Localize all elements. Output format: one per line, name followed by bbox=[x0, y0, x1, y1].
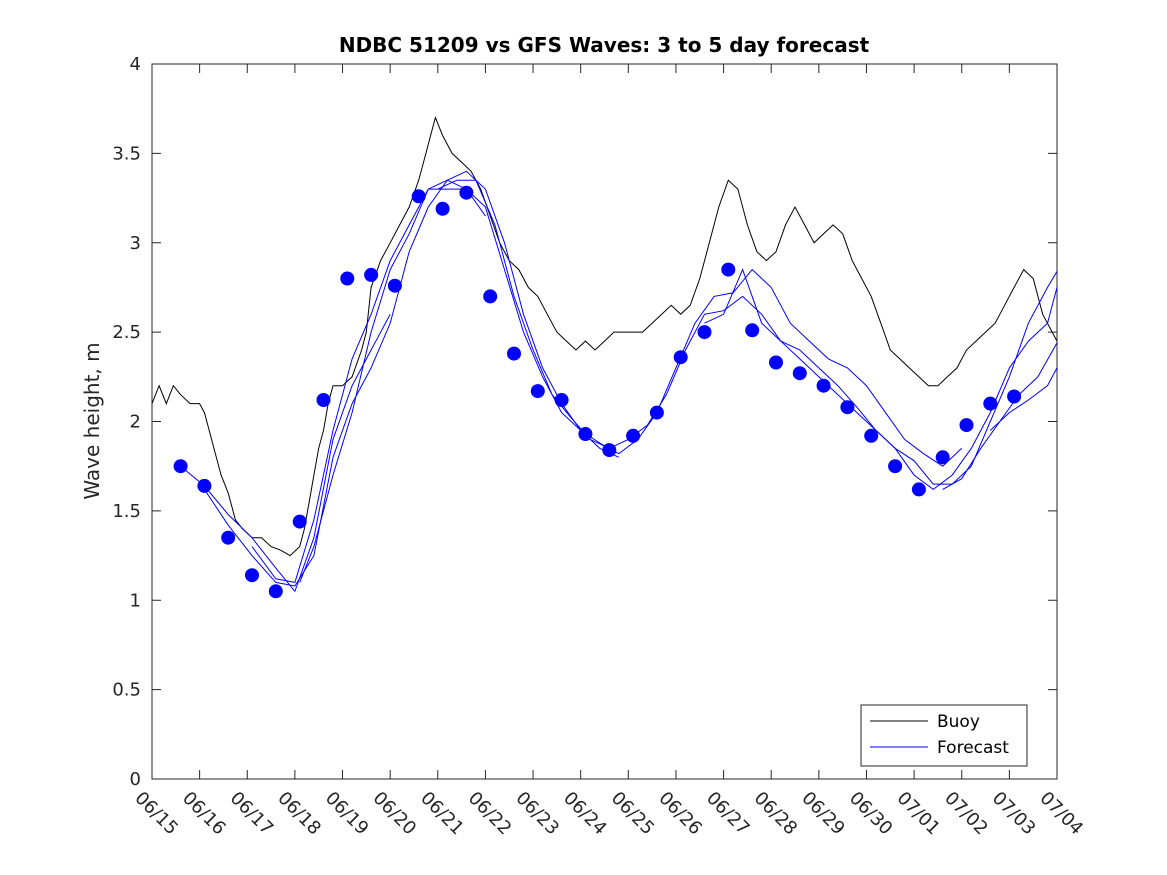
forecast-point bbox=[888, 459, 903, 474]
y-tick-label: 4 bbox=[130, 54, 141, 75]
forecast-point bbox=[649, 405, 664, 420]
forecast-point bbox=[697, 325, 712, 340]
y-tick-label: 3 bbox=[130, 233, 141, 254]
forecast-point bbox=[340, 271, 355, 286]
legend-box bbox=[860, 704, 1028, 767]
x-tick-label: 06/21 bbox=[416, 788, 468, 840]
forecast-line bbox=[251, 188, 620, 583]
forecast-point bbox=[864, 428, 879, 443]
forecast-point bbox=[316, 393, 331, 407]
x-tick-label: 06/19 bbox=[321, 788, 373, 840]
forecast-point bbox=[292, 514, 307, 529]
forecast-point bbox=[364, 267, 379, 282]
x-tick-label: 06/28 bbox=[750, 788, 802, 840]
forecast-point bbox=[1007, 389, 1022, 404]
x-tick-label: 07/04 bbox=[1035, 788, 1087, 840]
forecast-point bbox=[507, 346, 521, 361]
legend: Buoy Forecast bbox=[860, 704, 1028, 767]
forecast-point bbox=[268, 584, 283, 599]
x-tick-label: 06/27 bbox=[702, 788, 754, 840]
forecast-point bbox=[459, 185, 474, 200]
y-tick-label: 1.5 bbox=[112, 501, 141, 522]
forecast-point bbox=[673, 350, 688, 365]
forecast-point bbox=[626, 428, 641, 443]
forecast-line bbox=[299, 170, 963, 583]
chart-title: NDBC 51209 vs GFS Waves: 3 to 5 day fore… bbox=[339, 33, 870, 57]
forecast-point bbox=[173, 459, 188, 474]
x-tick-label: 06/29 bbox=[797, 788, 849, 840]
axes-box bbox=[151, 63, 1058, 780]
y-axis-label: Wave height, m bbox=[80, 342, 104, 499]
buoy-line bbox=[151, 116, 1058, 557]
forecast-line bbox=[437, 179, 1058, 485]
forecast-point bbox=[935, 450, 950, 465]
forecast-point bbox=[745, 323, 760, 338]
forecast-point bbox=[530, 384, 545, 399]
forecast-point bbox=[483, 289, 498, 304]
x-tick-label: 06/20 bbox=[369, 788, 421, 840]
forecast-point bbox=[578, 427, 593, 441]
forecast-point bbox=[554, 393, 569, 407]
forecast-point bbox=[602, 443, 617, 458]
x-tick-label: 06/25 bbox=[607, 788, 659, 840]
forecast-point bbox=[816, 378, 831, 393]
x-tick-label: 06/17 bbox=[226, 788, 278, 840]
x-tick-label: 06/22 bbox=[464, 788, 516, 840]
forecast-point bbox=[411, 189, 426, 204]
forecast-point bbox=[387, 278, 402, 293]
y-tick-label: 3.5 bbox=[112, 143, 141, 164]
x-tick-label: 06/16 bbox=[178, 788, 230, 840]
x-tick-label: 06/18 bbox=[273, 788, 325, 840]
x-tick-label: 07/03 bbox=[988, 788, 1040, 840]
x-tick-label: 06/24 bbox=[559, 788, 611, 840]
x-tick-label: 06/23 bbox=[512, 788, 564, 840]
forecast-line bbox=[704, 268, 1058, 491]
x-tick-label: 07/01 bbox=[893, 788, 945, 840]
forecast-line bbox=[989, 367, 1058, 431]
y-tick-label: 1 bbox=[130, 590, 141, 611]
x-tick-label: 07/02 bbox=[940, 788, 992, 840]
forecast-point bbox=[840, 400, 855, 415]
forecast-line bbox=[180, 314, 391, 593]
y-tick-label: 0.5 bbox=[112, 680, 141, 701]
x-tick-label: 06/30 bbox=[845, 788, 897, 840]
forecast-point bbox=[721, 262, 736, 277]
forecast-point bbox=[197, 478, 212, 493]
legend-buoy-label: Buoy bbox=[937, 712, 980, 732]
forecast-point bbox=[435, 201, 450, 216]
forecast-point bbox=[959, 418, 974, 433]
forecast-point bbox=[769, 355, 783, 370]
forecast-point bbox=[983, 396, 998, 411]
x-tick-label: 06/15 bbox=[130, 788, 182, 840]
x-tick-label: 06/26 bbox=[654, 788, 706, 840]
y-tick-label: 0 bbox=[130, 769, 141, 790]
y-tick-label: 2 bbox=[130, 412, 141, 433]
y-tick-label: 2.5 bbox=[112, 322, 141, 343]
forecast-point bbox=[792, 366, 807, 381]
forecast-line bbox=[942, 342, 1058, 490]
legend-forecast-label: Forecast bbox=[937, 738, 1009, 758]
forecast-point bbox=[911, 482, 926, 497]
forecast-point bbox=[245, 568, 259, 583]
forecast-point bbox=[221, 530, 236, 545]
